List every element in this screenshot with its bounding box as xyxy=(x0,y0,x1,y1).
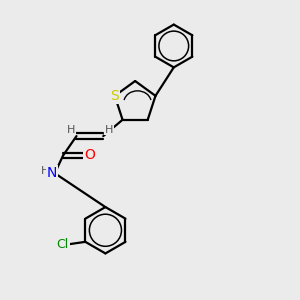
Text: S: S xyxy=(110,89,119,103)
Text: H: H xyxy=(41,166,50,176)
Text: O: O xyxy=(84,148,95,162)
Text: Cl: Cl xyxy=(56,238,69,251)
Text: N: N xyxy=(46,166,57,180)
Text: H: H xyxy=(104,124,113,135)
Text: H: H xyxy=(67,124,75,135)
